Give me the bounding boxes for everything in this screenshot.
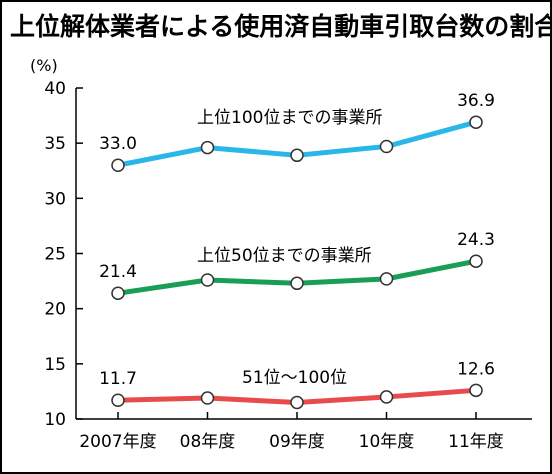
series-name-label: 51位〜100位: [242, 368, 347, 388]
y-tick-label: 35: [44, 134, 66, 154]
x-tick-label: 10年度: [359, 432, 415, 452]
series-name-label: 上位100位までの事業所: [197, 108, 382, 128]
y-tick-label: 40: [44, 79, 66, 99]
series-name-label: 上位50位までの事業所: [197, 246, 372, 266]
data-point: [379, 272, 394, 286]
data-point: [290, 395, 304, 410]
data-point: [469, 115, 483, 129]
chart-title: 上位解体業者による使用済自動車引取台数の割合: [10, 12, 552, 41]
data-label: 12.6: [457, 359, 495, 379]
data-point: [379, 139, 394, 154]
data-label: 24.3: [457, 230, 495, 250]
data-point: [290, 148, 304, 163]
series-group: [111, 115, 483, 410]
x-tick-label: 08年度: [180, 432, 236, 452]
y-axis-unit: (%): [30, 56, 58, 75]
data-point: [469, 254, 483, 268]
data-point: [200, 391, 215, 405]
y-ticks: 10 15 20 25 30 35 40: [44, 79, 83, 430]
y-tick-label: 25: [44, 245, 66, 265]
data-label: 21.4: [99, 262, 137, 282]
data-point: [111, 158, 125, 172]
data-label: 36.9: [457, 91, 495, 111]
data-point: [469, 383, 483, 398]
x-tick-label: 09年度: [269, 432, 325, 452]
data-labels: 上位100位までの事業所 33.0 36.9 上位50位までの事業所 21.4 24.3 5…: [99, 91, 495, 389]
x-tick-label: 2007年度: [79, 432, 156, 452]
data-point: [111, 286, 125, 300]
y-tick-label: 10: [44, 410, 66, 430]
data-label: 11.7: [99, 369, 137, 389]
data-point: [200, 273, 215, 287]
data-label: 33.0: [99, 134, 137, 154]
y-tick-label: 15: [44, 355, 66, 375]
x-ticks: 2007年度 08年度 09年度 10年度 11年度: [79, 412, 504, 452]
data-point: [290, 276, 304, 291]
data-point: [200, 140, 215, 155]
y-tick-label: 30: [44, 189, 66, 209]
y-tick-label: 20: [44, 300, 66, 320]
data-point: [379, 390, 394, 404]
data-point: [111, 393, 125, 407]
x-tick-label: 11年度: [448, 432, 504, 452]
